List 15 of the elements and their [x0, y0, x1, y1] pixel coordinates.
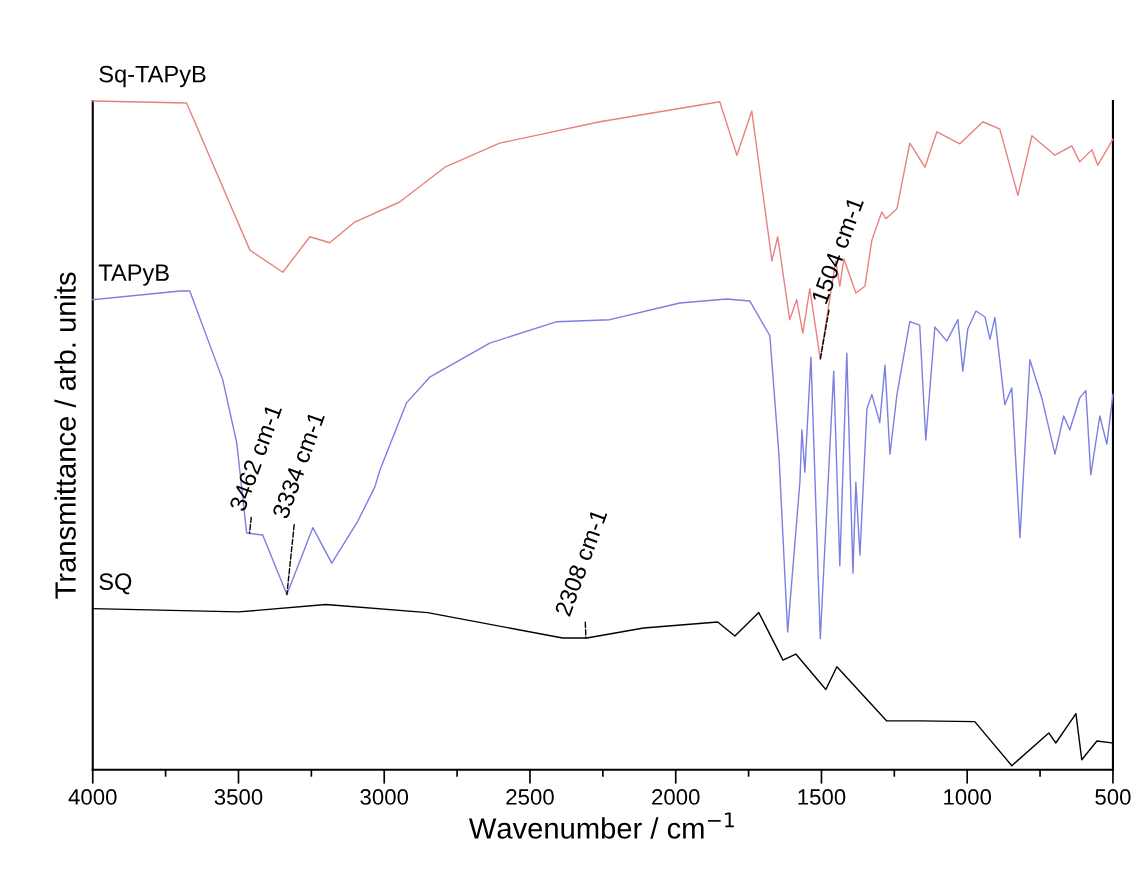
- x-tick-label: 2500: [506, 789, 554, 805]
- series-label: Sq-TAPyB: [99, 65, 206, 88]
- x-tick-label: 4000: [68, 789, 117, 805]
- x-tick-label: 3500: [214, 789, 263, 805]
- x-tick-label: 500: [1095, 789, 1131, 805]
- annotation: 1504 cm-1: [811, 196, 864, 305]
- annotation: 2308 cm-1: [554, 508, 608, 617]
- x-tick-label: 3000: [360, 789, 409, 805]
- x-tick-label: 1000: [944, 789, 992, 805]
- series-label: TAPyB: [98, 264, 169, 286]
- y-axis-title: Transmittance / arb. units: [54, 272, 76, 599]
- series-label: SQ: [99, 573, 132, 595]
- x-tick-label: 1500: [798, 789, 846, 805]
- x-tick-label: 2000: [652, 789, 700, 805]
- x-axis-title: Wavenumber / cm$^{−1}$: [468, 812, 734, 839]
